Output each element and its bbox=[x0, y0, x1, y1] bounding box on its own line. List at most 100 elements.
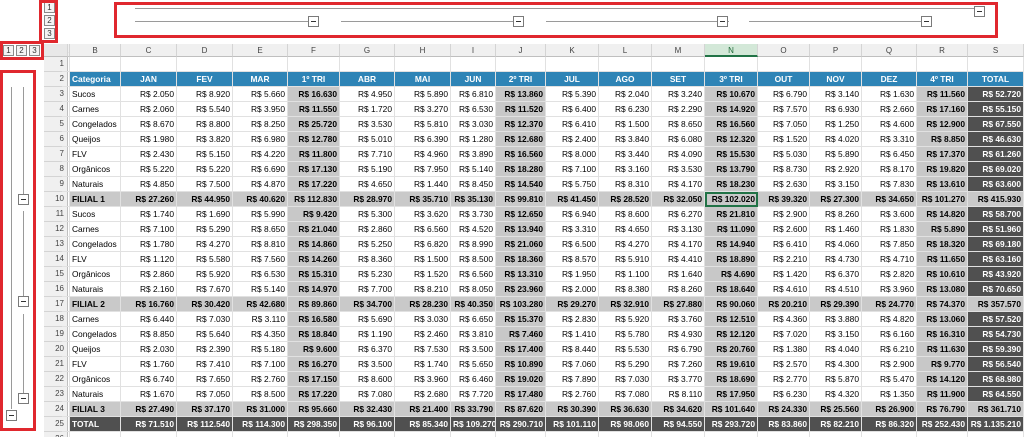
value-cell[interactable]: R$ 14.860 bbox=[288, 237, 340, 252]
value-cell[interactable]: R$ 8.730 bbox=[758, 162, 810, 177]
value-cell[interactable]: R$ 4.960 bbox=[395, 147, 451, 162]
empty-cell[interactable] bbox=[62, 267, 70, 282]
row-header-15[interactable]: 15 bbox=[44, 267, 68, 282]
value-cell[interactable]: R$ 3.820 bbox=[177, 132, 233, 147]
grand-total-cell[interactable]: R$ 1.135.210 bbox=[968, 417, 1024, 432]
value-cell[interactable]: R$ 9.600 bbox=[288, 342, 340, 357]
value-cell[interactable]: R$ 4.710 bbox=[862, 252, 917, 267]
value-cell[interactable]: R$ 1.740 bbox=[121, 207, 177, 222]
value-cell[interactable]: R$ 6.530 bbox=[233, 267, 288, 282]
value-cell[interactable]: R$ 9.770 bbox=[917, 357, 968, 372]
value-cell[interactable]: R$ 1.520 bbox=[395, 267, 451, 282]
grand-total-cell[interactable]: R$ 94.550 bbox=[652, 417, 705, 432]
grand-total-cell[interactable]: TOTAL bbox=[70, 417, 121, 432]
value-cell[interactable]: R$ 11.560 bbox=[917, 87, 968, 102]
filial-subtotal-cell[interactable]: R$ 32.910 bbox=[599, 297, 652, 312]
value-cell[interactable]: R$ 8.650 bbox=[233, 222, 288, 237]
value-cell[interactable]: R$ 6.390 bbox=[395, 132, 451, 147]
value-cell[interactable]: R$ 2.030 bbox=[121, 342, 177, 357]
grand-total-cell[interactable]: R$ 86.320 bbox=[862, 417, 917, 432]
value-cell[interactable]: R$ 4.820 bbox=[862, 312, 917, 327]
value-cell[interactable]: R$ 18.690 bbox=[705, 372, 758, 387]
value-cell[interactable]: R$ 1.460 bbox=[810, 222, 862, 237]
value-cell[interactable]: R$ 13.060 bbox=[917, 312, 968, 327]
value-cell[interactable]: R$ 5.750 bbox=[546, 177, 599, 192]
category-cell[interactable]: Naturais bbox=[70, 387, 121, 402]
value-cell[interactable]: R$ 16.630 bbox=[288, 87, 340, 102]
value-cell[interactable]: R$ 7.050 bbox=[758, 117, 810, 132]
filial-subtotal-cell[interactable]: R$ 28.230 bbox=[395, 297, 451, 312]
filial-subtotal-cell[interactable]: R$ 357.570 bbox=[968, 297, 1024, 312]
table-header-cell[interactable]: MAI bbox=[395, 72, 451, 87]
value-cell[interactable]: R$ 14.920 bbox=[705, 102, 758, 117]
empty-cell[interactable] bbox=[70, 57, 121, 72]
grand-total-cell[interactable]: R$ 82.210 bbox=[810, 417, 862, 432]
value-cell[interactable]: R$ 8.050 bbox=[451, 282, 496, 297]
value-cell[interactable]: R$ 7.080 bbox=[599, 387, 652, 402]
filial-subtotal-cell[interactable]: R$ 87.620 bbox=[496, 402, 546, 417]
value-cell[interactable]: R$ 4.360 bbox=[758, 312, 810, 327]
value-cell[interactable]: R$ 7.710 bbox=[340, 147, 395, 162]
collapse-filial3-icon[interactable] bbox=[18, 393, 29, 404]
row-header-10[interactable]: 10 bbox=[44, 192, 68, 207]
value-cell[interactable]: R$ 5.300 bbox=[340, 207, 395, 222]
empty-cell[interactable] bbox=[62, 102, 70, 117]
row-header-22[interactable]: 22 bbox=[44, 372, 68, 387]
empty-cell[interactable] bbox=[758, 57, 810, 72]
row-header-3[interactable]: 3 bbox=[44, 87, 68, 102]
value-cell[interactable]: R$ 8.500 bbox=[451, 252, 496, 267]
value-cell[interactable]: R$ 5.470 bbox=[862, 372, 917, 387]
value-cell[interactable]: R$ 1.100 bbox=[599, 267, 652, 282]
value-cell[interactable]: R$ 1.410 bbox=[546, 327, 599, 342]
category-cell[interactable]: Sucos bbox=[70, 207, 121, 222]
row-header-2[interactable]: 2 bbox=[44, 72, 68, 87]
filial-subtotal-cell[interactable]: R$ 21.400 bbox=[395, 402, 451, 417]
value-cell[interactable]: R$ 1.420 bbox=[758, 267, 810, 282]
value-cell[interactable]: R$ 59.390 bbox=[968, 342, 1024, 357]
value-cell[interactable]: R$ 4.350 bbox=[233, 327, 288, 342]
value-cell[interactable]: R$ 19.820 bbox=[917, 162, 968, 177]
empty-cell[interactable] bbox=[395, 57, 451, 72]
value-cell[interactable]: R$ 7.100 bbox=[121, 222, 177, 237]
empty-cell[interactable] bbox=[62, 342, 70, 357]
value-cell[interactable]: R$ 2.630 bbox=[758, 177, 810, 192]
category-cell[interactable]: Sucos bbox=[70, 87, 121, 102]
value-cell[interactable]: R$ 4.650 bbox=[599, 222, 652, 237]
filial-subtotal-cell[interactable]: R$ 76.790 bbox=[917, 402, 968, 417]
value-cell[interactable]: R$ 1.350 bbox=[862, 387, 917, 402]
value-cell[interactable]: R$ 2.430 bbox=[121, 147, 177, 162]
value-cell[interactable]: R$ 1.980 bbox=[121, 132, 177, 147]
table-header-cell[interactable]: NOV bbox=[810, 72, 862, 87]
row-header-11[interactable]: 11 bbox=[44, 207, 68, 222]
value-cell[interactable]: R$ 6.370 bbox=[340, 342, 395, 357]
value-cell[interactable]: R$ 7.650 bbox=[177, 372, 233, 387]
filial-subtotal-cell[interactable]: R$ 42.680 bbox=[233, 297, 288, 312]
value-cell[interactable]: R$ 1.760 bbox=[121, 357, 177, 372]
value-cell[interactable]: R$ 58.700 bbox=[968, 207, 1024, 222]
value-cell[interactable]: R$ 6.210 bbox=[862, 342, 917, 357]
filial-subtotal-cell[interactable]: R$ 35.710 bbox=[395, 192, 451, 207]
grand-total-cell[interactable]: R$ 109.270 bbox=[451, 417, 496, 432]
value-cell[interactable]: R$ 7.080 bbox=[340, 387, 395, 402]
column-level-3-button[interactable]: 3 bbox=[44, 28, 55, 39]
value-cell[interactable]: R$ 5.150 bbox=[177, 147, 233, 162]
value-cell[interactable]: R$ 18.640 bbox=[705, 282, 758, 297]
value-cell[interactable]: R$ 15.530 bbox=[705, 147, 758, 162]
value-cell[interactable]: R$ 15.370 bbox=[496, 312, 546, 327]
filial-subtotal-cell[interactable]: R$ 27.880 bbox=[652, 297, 705, 312]
value-cell[interactable]: R$ 8.250 bbox=[233, 117, 288, 132]
value-cell[interactable]: R$ 5.220 bbox=[121, 162, 177, 177]
grand-total-cell[interactable]: R$ 83.860 bbox=[758, 417, 810, 432]
value-cell[interactable]: R$ 7.020 bbox=[758, 327, 810, 342]
value-cell[interactable]: R$ 7.570 bbox=[758, 102, 810, 117]
value-cell[interactable]: R$ 4.950 bbox=[340, 87, 395, 102]
value-cell[interactable]: R$ 21.810 bbox=[705, 207, 758, 222]
value-cell[interactable]: R$ 1.720 bbox=[340, 102, 395, 117]
value-cell[interactable]: R$ 3.240 bbox=[652, 87, 705, 102]
filial-subtotal-cell[interactable]: R$ 89.860 bbox=[288, 297, 340, 312]
value-cell[interactable]: R$ 55.150 bbox=[968, 102, 1024, 117]
value-cell[interactable]: R$ 7.950 bbox=[395, 162, 451, 177]
value-cell[interactable]: R$ 17.370 bbox=[917, 147, 968, 162]
table-header-cell[interactable]: DEZ bbox=[862, 72, 917, 87]
column-header-e[interactable]: E bbox=[233, 44, 288, 57]
